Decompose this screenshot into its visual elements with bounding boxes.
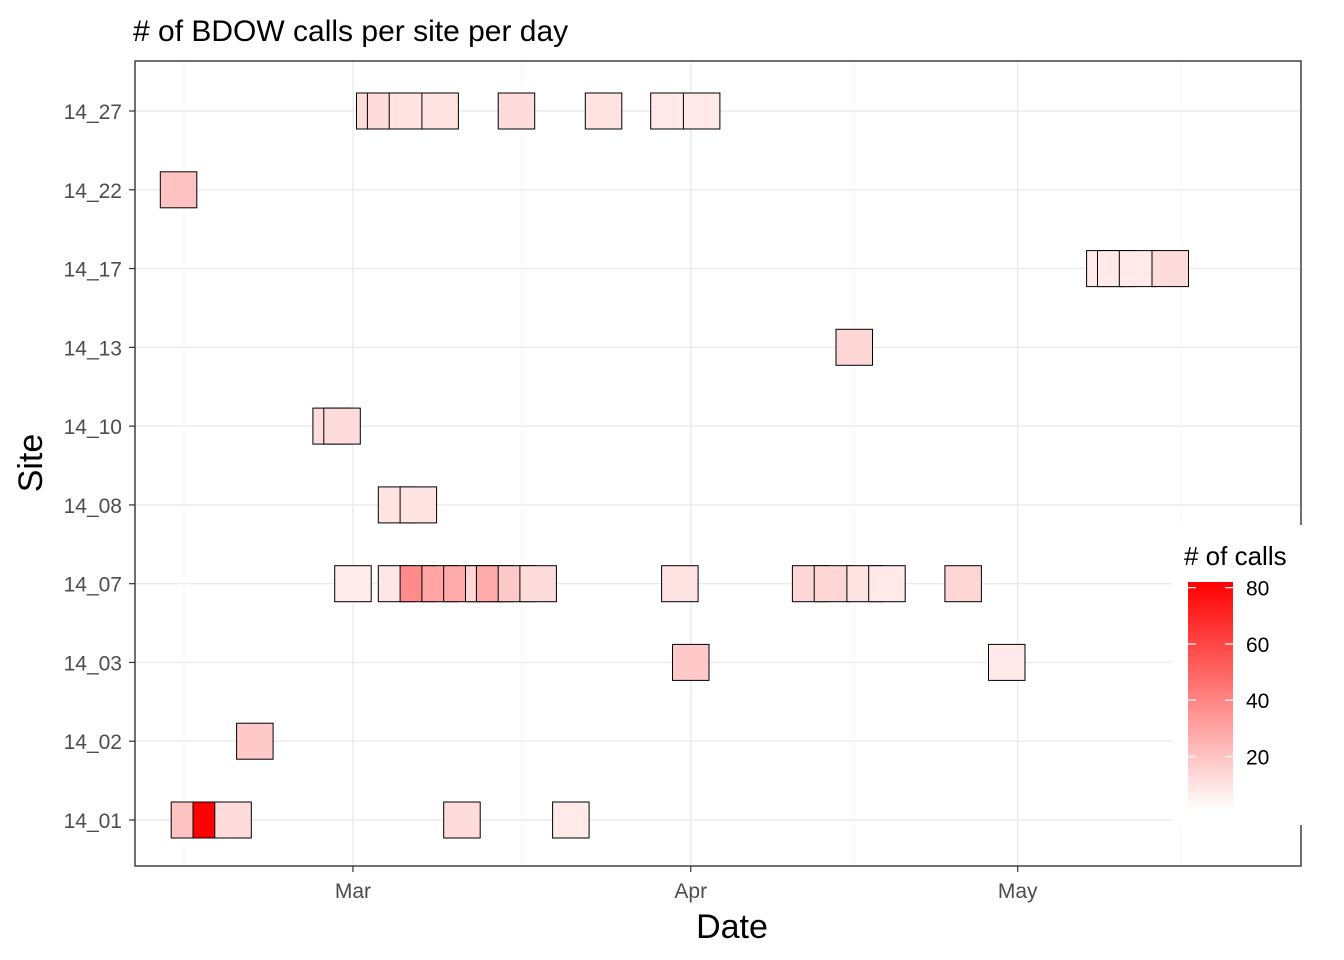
y-tick-label: 14_13 <box>64 337 122 360</box>
heatmap-cell <box>672 643 710 681</box>
chart-title: # of BDOW calls per site per day <box>133 15 568 48</box>
y-tick-label: 14_01 <box>64 810 122 833</box>
legend-tick-label: 60 <box>1246 634 1269 657</box>
y-tick-label: 14_10 <box>64 416 122 439</box>
heatmap-cell <box>214 801 252 839</box>
y-tick-label: 14_27 <box>64 101 122 124</box>
plot-border <box>134 60 1302 867</box>
heatmap-cell <box>584 92 623 130</box>
x-tick-label: Mar <box>335 880 371 903</box>
y-tick-label: 14_02 <box>64 731 122 754</box>
legend-tick-label: 20 <box>1246 747 1269 770</box>
heatmap-cell <box>334 565 372 603</box>
legend: # of calls 20 40 60 80 <box>1172 525 1312 825</box>
heatmap-cell <box>236 722 274 760</box>
heatmap-cell <box>421 92 459 130</box>
heatmap-cell <box>399 486 438 524</box>
heatmap-cell <box>497 92 536 130</box>
y-tick-label: 14_03 <box>64 652 122 675</box>
heatmap-cells <box>159 92 1189 839</box>
heatmap-cell <box>1118 250 1157 288</box>
heatmap-cell <box>443 801 481 839</box>
heatmap-cell <box>519 565 557 603</box>
legend-title: # of calls <box>1184 541 1287 571</box>
heatmap-cell <box>388 92 427 130</box>
x-axis-ticks: Mar Apr May <box>335 866 1038 903</box>
y-tick-label: 14_17 <box>64 259 122 282</box>
heatmap-cell <box>661 565 699 603</box>
heatmap-cell <box>813 565 852 603</box>
x-tick-label: Apr <box>674 880 707 903</box>
y-axis-ticks: 14_01 14_02 14_03 14_07 14_08 14_10 14_13 14_17… <box>64 101 135 833</box>
legend-tick-label: 40 <box>1246 690 1269 713</box>
heatmap-cell <box>1151 250 1189 288</box>
heatmap-cell <box>650 92 688 130</box>
legend-ticks: 20 40 60 80 <box>1188 578 1269 770</box>
heatmap-cell <box>835 328 873 366</box>
heatmap-cell <box>552 801 590 839</box>
heatmap-cell <box>323 407 361 445</box>
heatmap-cell <box>944 565 982 603</box>
plot-panel <box>135 61 1301 866</box>
heatmap-cell <box>159 171 198 209</box>
legend-colorbar <box>1188 582 1233 810</box>
y-axis-title: Site <box>12 434 50 493</box>
heatmap-cell <box>988 643 1026 681</box>
x-axis-title: Date <box>696 908 768 946</box>
heatmap-cell <box>868 565 906 603</box>
y-tick-label: 14_08 <box>64 495 122 518</box>
y-tick-label: 14_22 <box>64 180 122 203</box>
y-tick-label: 14_07 <box>64 574 122 597</box>
x-tick-label: May <box>998 880 1038 903</box>
heatmap-cell <box>682 92 721 130</box>
legend-tick-label: 80 <box>1246 578 1269 601</box>
